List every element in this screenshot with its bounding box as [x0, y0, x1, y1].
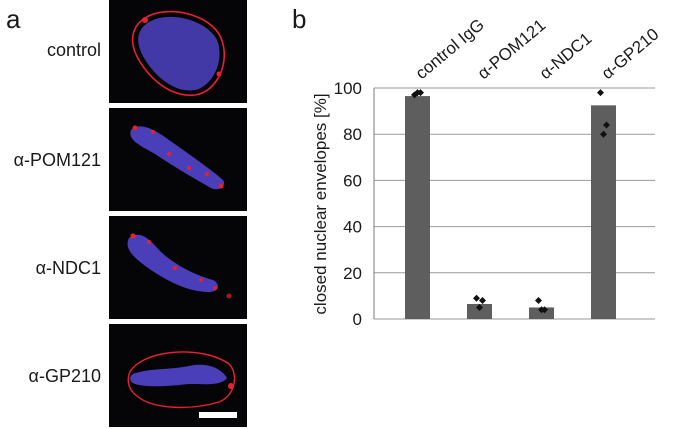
micrograph-ndc1	[109, 216, 247, 319]
envelope-gp210	[127, 351, 236, 409]
chromatin-gp210	[130, 364, 227, 387]
data-point	[538, 306, 545, 314]
panel-label-b: b	[292, 4, 307, 34]
y-tick-label: 40	[343, 218, 362, 237]
y-tick-label: 0	[353, 310, 362, 329]
micrograph-pom121	[109, 108, 247, 211]
envelope-control	[131, 10, 226, 96]
row-label-control: control	[46, 40, 101, 60]
y-tick-labels: 0 20 40 60 80 100	[334, 79, 362, 329]
chromatin-control	[138, 16, 220, 91]
data-point	[479, 297, 486, 305]
chromatin-ndc1	[127, 234, 218, 292]
panel-label-a: a	[6, 4, 21, 34]
category-label: α-NDC1	[536, 29, 596, 83]
data-point	[535, 297, 542, 305]
y-axis-label: closed nuclear envelopes [%]	[311, 93, 330, 314]
y-tick-label: 60	[343, 171, 362, 190]
data-point	[603, 121, 610, 129]
y-tick-label: 80	[343, 125, 362, 144]
bar	[467, 303, 492, 319]
row-label-gp210: α-GP210	[28, 366, 101, 386]
category-label: α-POM121	[474, 15, 549, 83]
row-label-ndc1: α-NDC1	[35, 258, 101, 278]
bar	[405, 96, 430, 320]
data-points	[411, 89, 610, 314]
category-label: α-GP210	[598, 25, 663, 84]
scale-bar	[199, 412, 237, 418]
y-tick-label: 20	[343, 264, 362, 283]
data-point	[600, 130, 607, 138]
row-label-pom121: α-POM121	[13, 150, 101, 170]
data-point	[597, 89, 604, 97]
data-point	[476, 303, 483, 311]
bar	[591, 105, 616, 319]
micrograph-gp210	[109, 324, 247, 427]
bars	[405, 96, 616, 320]
data-point	[473, 294, 480, 302]
micrograph-control	[109, 0, 247, 103]
data-point	[414, 89, 421, 97]
y-tick-label: 100	[334, 79, 362, 98]
chromatin-pom121	[130, 126, 225, 190]
